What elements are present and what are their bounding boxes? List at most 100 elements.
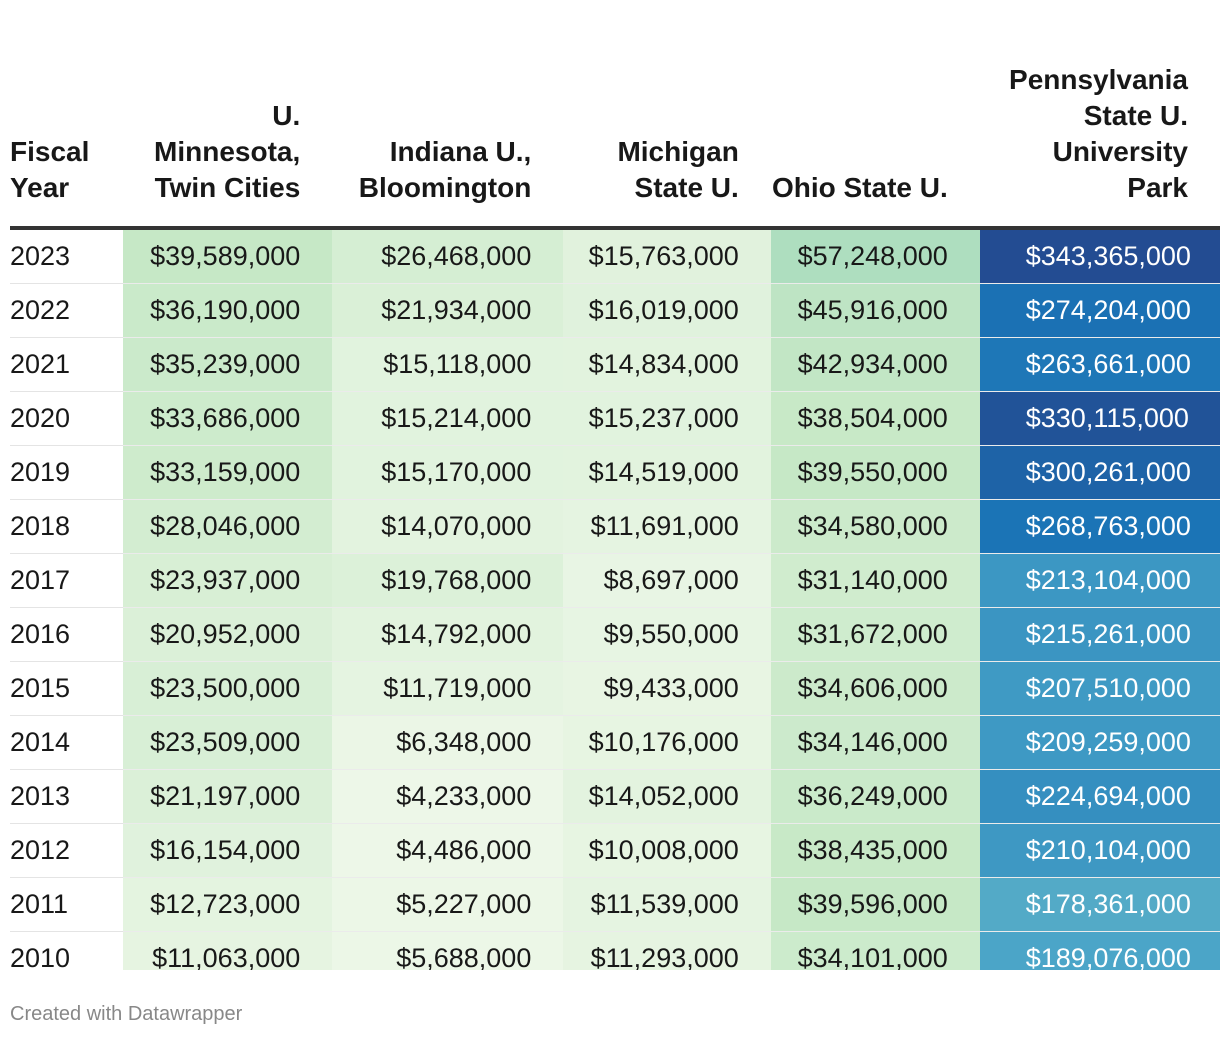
value-cell-indiana-u: $15,214,000 [332,391,564,446]
table-row: 2010 $11,063,000 $5,688,000 $11,293,000 $34,… [10,931,1220,970]
data-table: Fiscal Year U. Minnesota, Twin Cities In… [10,44,1220,970]
value-cell-michigan-state: $10,176,000 [563,715,771,770]
fiscal-year-cell: 2016 [10,607,124,662]
value-cell-penn-state: $215,261,000 [979,607,1220,662]
fiscal-year-cell: 2017 [10,553,124,608]
value-cell-michigan-state: $11,539,000 [563,877,771,932]
value-cell-indiana-u: $5,688,000 [332,931,564,970]
penn-state-header-line: Park [1127,172,1188,203]
value-cell-penn-state: $263,661,000 [979,337,1220,392]
value-cell-indiana-u: $15,170,000 [332,445,564,500]
value-cell-penn-state: $189,076,000 [979,931,1220,970]
value-cell-penn-state: $274,204,000 [979,283,1220,338]
value-cell-indiana-u: $14,792,000 [332,607,564,662]
table-row: 2021 $35,239,000 $15,118,000 $14,834,000 $42… [10,337,1220,392]
value-cell-michigan-state: $9,550,000 [563,607,771,662]
value-cell-michigan-state: $10,008,000 [563,823,771,878]
value-cell-michigan-state: $9,433,000 [563,661,771,716]
value-cell-ohio-state: $38,435,000 [770,823,980,878]
value-cell-u-minnesota: $21,197,000 [123,769,333,824]
penn-state-header-line: Pennsylvania [1009,64,1188,95]
header-row: Fiscal Year U. Minnesota, Twin Cities In… [10,44,1220,230]
column-header-michigan-state[interactable]: Michigan State U. [563,44,771,230]
value-cell-u-minnesota: $35,239,000 [123,337,333,392]
value-cell-ohio-state: $31,140,000 [770,553,980,608]
heatmap-table: Fiscal Year U. Minnesota, Twin Cities In… [10,0,1220,970]
value-cell-ohio-state: $42,934,000 [770,337,980,392]
table-row: 2022 $36,190,000 $21,934,000 $16,019,000 $45… [10,283,1220,338]
value-cell-penn-state: $224,694,000 [979,769,1220,824]
fiscal-year-cell: 2014 [10,715,124,770]
value-cell-penn-state: $300,261,000 [979,445,1220,500]
datawrapper-credit: Created with Datawrapper [10,1003,243,1025]
value-cell-penn-state: $209,259,000 [979,715,1220,770]
value-cell-ohio-state: $34,580,000 [770,499,980,554]
table-row: 2014 $23,509,000 $6,348,000 $10,176,000 $34,… [10,715,1220,770]
column-header-ohio-state[interactable]: Ohio State U. [770,44,980,230]
value-cell-indiana-u: $15,118,000 [332,337,564,392]
value-cell-penn-state: $268,763,000 [979,499,1220,554]
fiscal-year-cell: 2020 [10,391,124,446]
table-body: 2023 $39,589,000 $26,468,000 $15,763,000 $57… [10,228,1220,970]
table-row: 2015 $23,500,000 $11,719,000 $9,433,000 $34,… [10,661,1220,716]
value-cell-penn-state: $210,104,000 [979,823,1220,878]
fiscal-year-cell: 2019 [10,445,124,500]
value-cell-michigan-state: $11,691,000 [563,499,771,554]
value-cell-ohio-state: $57,248,000 [770,228,980,284]
penn-state-header-line: State U. [1083,100,1188,131]
fiscal-year-cell: 2023 [10,228,124,284]
value-cell-ohio-state: $36,249,000 [770,769,980,824]
value-cell-michigan-state: $15,763,000 [563,228,771,284]
value-cell-penn-state: $213,104,000 [979,553,1220,608]
fiscal-year-cell: 2021 [10,337,124,392]
value-cell-michigan-state: $14,052,000 [563,769,771,824]
value-cell-indiana-u: $21,934,000 [332,283,564,338]
table-row: 2013 $21,197,000 $4,233,000 $14,052,000 $36,… [10,769,1220,824]
fiscal-year-cell: 2022 [10,283,124,338]
value-cell-penn-state: $178,361,000 [979,877,1220,932]
value-cell-u-minnesota: $23,500,000 [123,661,333,716]
value-cell-ohio-state: $31,672,000 [770,607,980,662]
table-row: 2019 $33,159,000 $15,170,000 $14,519,000 $39… [10,445,1220,500]
fiscal-year-cell: 2018 [10,499,124,554]
fiscal-year-cell: 2013 [10,769,124,824]
value-cell-michigan-state: $14,519,000 [563,445,771,500]
value-cell-penn-state: $330,115,000 [979,391,1220,446]
value-cell-u-minnesota: $23,509,000 [123,715,333,770]
column-header-indiana-u[interactable]: Indiana U., Bloomington [332,44,564,230]
value-cell-indiana-u: $14,070,000 [332,499,564,554]
value-cell-u-minnesota: $36,190,000 [123,283,333,338]
value-cell-u-minnesota: $39,589,000 [123,228,333,284]
value-cell-ohio-state: $34,606,000 [770,661,980,716]
column-header-fiscal-year[interactable]: Fiscal Year [10,44,124,230]
fiscal-year-cell: 2010 [10,931,124,970]
table-row: 2017 $23,937,000 $19,768,000 $8,697,000 $31,… [10,553,1220,608]
value-cell-u-minnesota: $16,154,000 [123,823,333,878]
value-cell-u-minnesota: $23,937,000 [123,553,333,608]
value-cell-penn-state: $207,510,000 [979,661,1220,716]
value-cell-penn-state: $343,365,000 [979,228,1220,284]
value-cell-ohio-state: $39,596,000 [770,877,980,932]
value-cell-michigan-state: $8,697,000 [563,553,771,608]
value-cell-indiana-u: $4,486,000 [332,823,564,878]
table-row: 2023 $39,589,000 $26,468,000 $15,763,000 $57… [10,228,1220,284]
table-row: 2020 $33,686,000 $15,214,000 $15,237,000 $38… [10,391,1220,446]
value-cell-u-minnesota: $11,063,000 [123,931,333,970]
value-cell-michigan-state: $14,834,000 [563,337,771,392]
value-cell-ohio-state: $45,916,000 [770,283,980,338]
value-cell-indiana-u: $6,348,000 [332,715,564,770]
value-cell-u-minnesota: $28,046,000 [123,499,333,554]
fiscal-year-cell: 2012 [10,823,124,878]
penn-state-header-line: University [1052,136,1188,167]
value-cell-indiana-u: $4,233,000 [332,769,564,824]
value-cell-ohio-state: $34,101,000 [770,931,980,970]
value-cell-indiana-u: $5,227,000 [332,877,564,932]
value-cell-u-minnesota: $33,686,000 [123,391,333,446]
value-cell-ohio-state: $39,550,000 [770,445,980,500]
column-header-u-minnesota[interactable]: U. Minnesota, Twin Cities [123,44,333,230]
column-header-penn-state[interactable]: Pennsylvania State U. University Park [979,44,1220,230]
table-row: 2016 $20,952,000 $14,792,000 $9,550,000 $31,… [10,607,1220,662]
value-cell-u-minnesota: $33,159,000 [123,445,333,500]
fiscal-year-cell: 2015 [10,661,124,716]
value-cell-ohio-state: $34,146,000 [770,715,980,770]
